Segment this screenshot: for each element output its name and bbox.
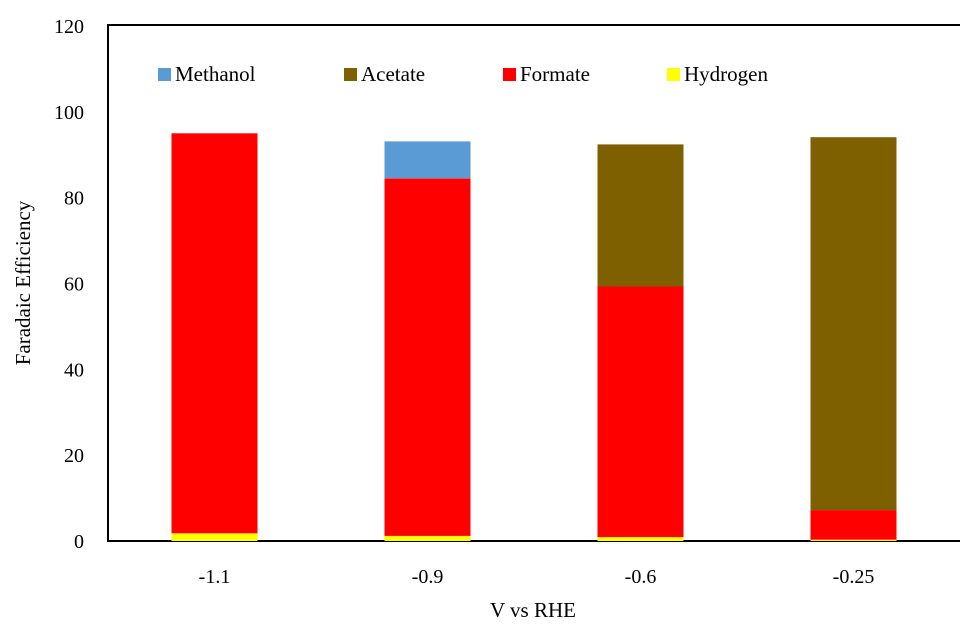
bar-formate-2: [597, 286, 684, 538]
legend-label: Formate: [520, 62, 590, 86]
x-tick-label: -0.6: [625, 566, 657, 588]
x-axis-ticks: -1.1 -0.9 -0.6 -0.25: [199, 566, 875, 588]
bar-methanol-1: [384, 141, 471, 179]
legend-label: Methanol: [175, 62, 256, 86]
legend-item-formate: Formate: [503, 62, 590, 86]
legend-item-hydrogen: Hydrogen: [667, 62, 768, 86]
bar-formate-0: [171, 133, 258, 534]
bar-hydrogen-3: [810, 539, 897, 541]
bar-acetate-3: [810, 137, 897, 511]
bar-hydrogen-1: [384, 535, 471, 541]
y-axis-ticks: 0 20 40 60 80 100 120: [54, 16, 84, 553]
legend-label: Hydrogen: [684, 62, 768, 86]
x-tick-label: -1.1: [199, 566, 231, 588]
y-tick-label: 40: [64, 359, 84, 381]
bar-acetate-2: [597, 144, 684, 287]
legend-item-methanol: Methanol: [158, 62, 256, 86]
legend-swatch: [667, 68, 680, 81]
bar-hydrogen-0: [171, 533, 258, 541]
legend-label: Acetate: [361, 62, 425, 86]
y-tick-label: 0: [74, 531, 84, 553]
y-tick-label: 20: [64, 445, 84, 467]
legend-swatch: [503, 68, 516, 81]
legend: Methanol Acetate Formate Hydrogen: [158, 62, 768, 86]
bar-formate-3: [810, 510, 897, 540]
y-tick-label: 120: [54, 16, 84, 38]
y-tick-label: 60: [64, 274, 84, 296]
bar-hydrogen-2: [597, 537, 684, 541]
y-axis-label: Faradaic Efficiency: [11, 200, 35, 365]
bars-group: [171, 133, 897, 541]
legend-swatch: [344, 68, 357, 81]
x-axis-label: V vs RHE: [490, 598, 576, 622]
legend-swatch: [158, 68, 171, 81]
bar-formate-1: [384, 178, 471, 536]
x-tick-label: -0.9: [412, 566, 444, 588]
legend-item-acetate: Acetate: [344, 62, 425, 86]
y-tick-label: 80: [64, 188, 84, 210]
y-tick-label: 100: [54, 102, 84, 124]
x-tick-label: -0.25: [833, 566, 875, 588]
